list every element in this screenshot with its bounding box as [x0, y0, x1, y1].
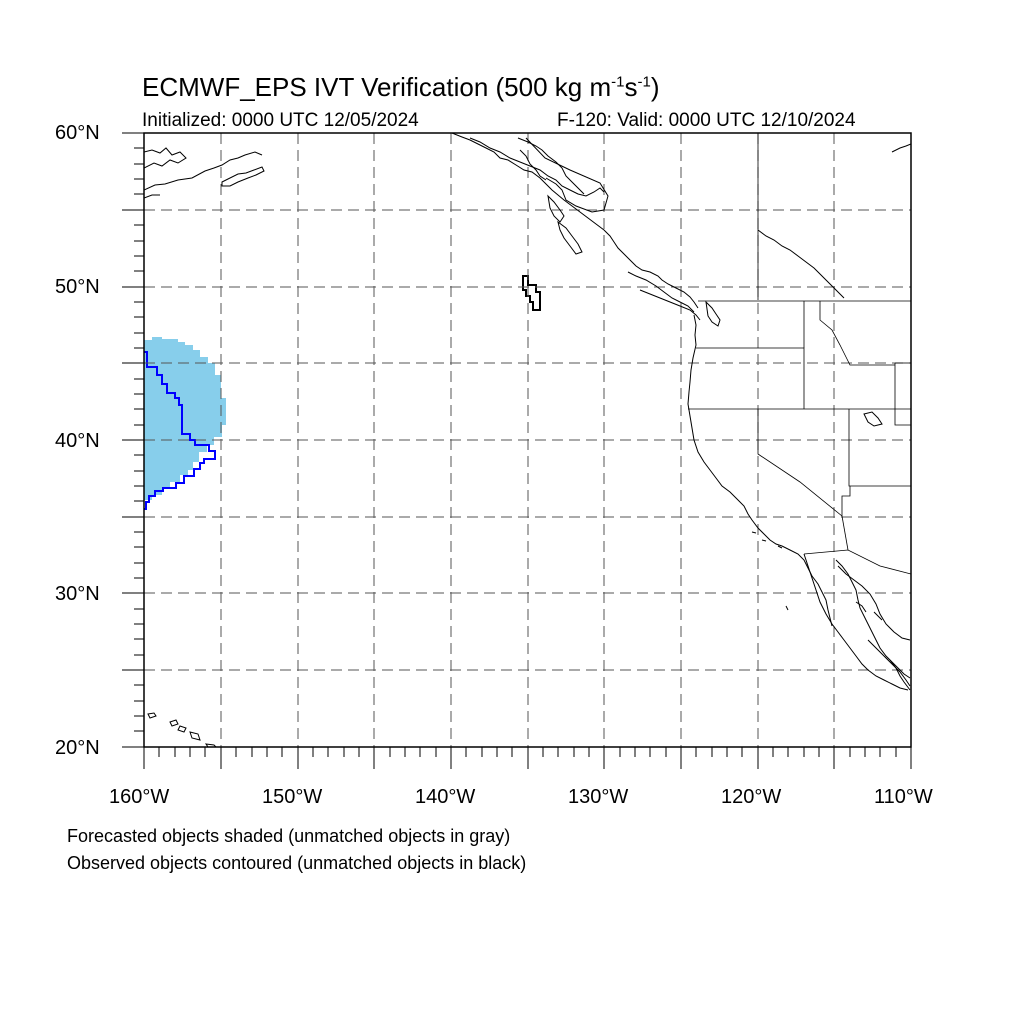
lon-label-130w: 130°W [568, 786, 629, 808]
legend-observed-note: Observed objects contoured (unmatched ob… [67, 853, 527, 873]
lon-label-140w: 140°W [415, 786, 476, 808]
lat-label-40n: 40°N [55, 430, 100, 452]
axis-ticks [122, 132, 912, 769]
graticule [144, 133, 911, 747]
map-title: ECMWF_EPS IVT Verification (500 kg m-1s-… [142, 72, 660, 102]
lat-label-60n: 60°N [55, 122, 100, 144]
lat-label-20n: 20°N [55, 737, 100, 759]
valid-time-label: F-120: Valid: 0000 UTC 12/10/2024 [557, 110, 856, 131]
lon-label-120w: 120°W [721, 786, 782, 808]
borders [688, 133, 911, 575]
forecast-ivt-object [144, 337, 226, 500]
lon-label-160w: 160°W [109, 786, 170, 808]
lon-label-150w: 150°W [262, 786, 323, 808]
initialized-label: Initialized: 0000 UTC 12/05/2024 [142, 110, 419, 131]
lat-label-50n: 50°N [55, 276, 100, 298]
lon-label-110w: 110°W [874, 786, 933, 808]
coastlines [144, 133, 911, 747]
unmatched-observed-contour [522, 275, 541, 311]
observed-ivt-contour [144, 351, 216, 510]
legend-forecast-note: Forecasted objects shaded (unmatched obj… [67, 826, 511, 846]
lat-label-30n: 30°N [55, 583, 100, 605]
